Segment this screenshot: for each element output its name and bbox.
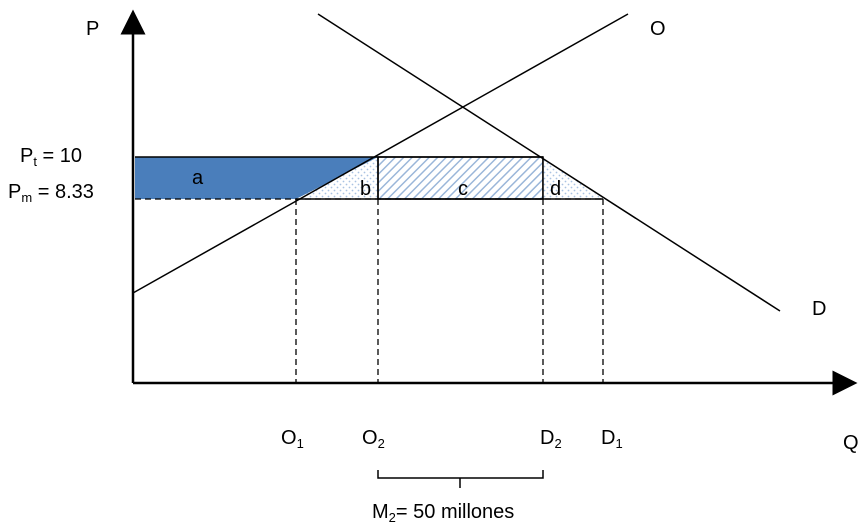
imports-label: M2= 50 millones <box>372 501 514 525</box>
area-d-label: d <box>550 178 561 200</box>
supply-label: O <box>650 18 666 40</box>
x-axis-label: Q <box>843 432 859 454</box>
demand-curve <box>317 13 781 312</box>
o2-label: O2 <box>362 427 385 451</box>
d2-label: D2 <box>540 427 562 451</box>
d1-label: D1 <box>601 427 623 451</box>
pm-label: Pm = 8.33 <box>8 181 94 205</box>
area-a-label: a <box>192 167 204 189</box>
pt-label: Pt = 10 <box>20 145 82 169</box>
area-c-label: c <box>458 178 468 200</box>
area-b-label: b <box>360 178 371 200</box>
demand-label: D <box>812 298 826 320</box>
y-axis-label: P <box>86 18 99 40</box>
area-c-fill <box>377 156 544 200</box>
o1-label: O1 <box>281 427 304 451</box>
supply-curve <box>132 13 629 294</box>
imports-bracket <box>377 470 544 488</box>
